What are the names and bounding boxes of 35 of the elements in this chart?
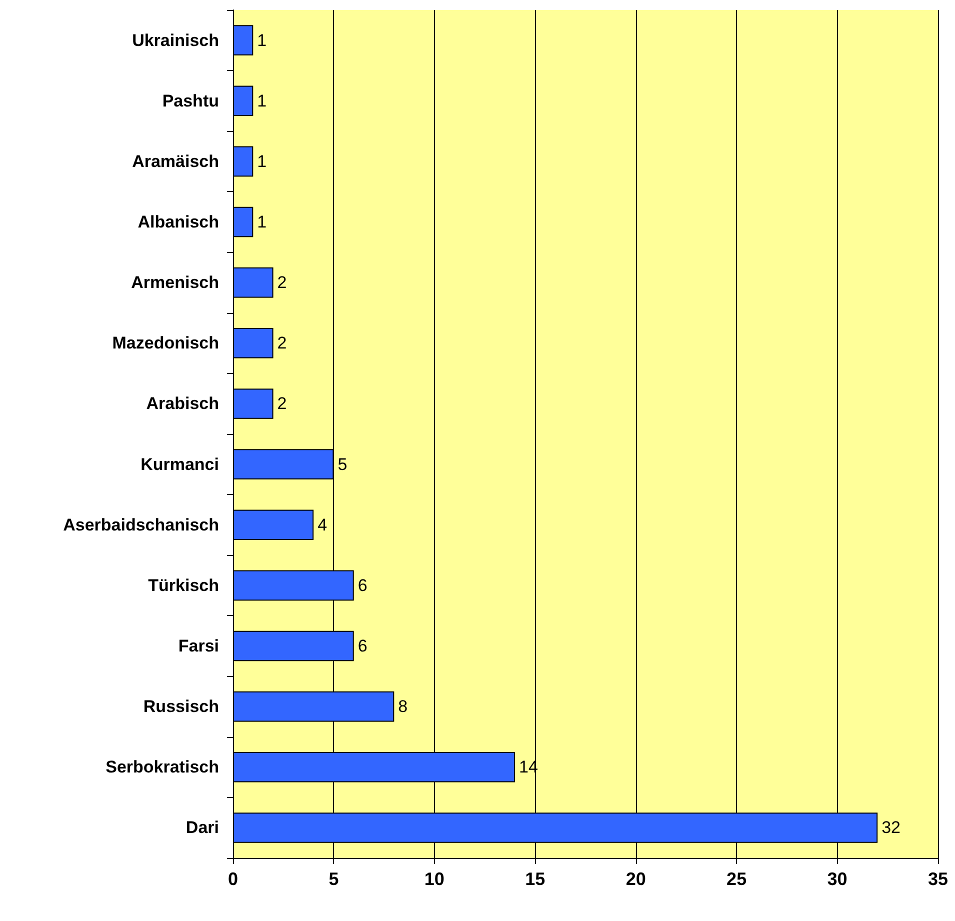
x-tick-label: 30 — [827, 869, 848, 889]
y-tick-label: Dari — [186, 818, 219, 838]
data-label: 1 — [257, 91, 267, 110]
data-label: 1 — [257, 212, 267, 232]
y-tick-label: Aserbaidschanisch — [63, 515, 219, 534]
data-label: 1 — [257, 30, 267, 50]
y-tick-label: Pashtu — [162, 91, 219, 110]
data-label: 4 — [318, 515, 328, 534]
data-label: 2 — [277, 334, 287, 353]
x-tick-label: 35 — [928, 869, 948, 889]
y-tick-label: Türkisch — [148, 576, 219, 595]
y-tick-label: Kurmanci — [140, 454, 219, 474]
data-label: 6 — [358, 576, 368, 595]
y-tick-label: Arabisch — [146, 394, 219, 414]
data-label: 2 — [277, 394, 287, 414]
y-tick-label: Ukrainisch — [132, 30, 219, 50]
x-tick-label: 5 — [328, 869, 339, 889]
y-tick-label: Albanisch — [138, 212, 219, 232]
data-label: 32 — [882, 818, 900, 838]
y-tick-label: Armenisch — [131, 273, 219, 292]
x-tick-label: 15 — [525, 869, 546, 889]
y-tick-label: Russisch — [143, 697, 219, 716]
data-label: 1 — [257, 152, 267, 171]
data-label: 5 — [338, 454, 348, 474]
data-label: 2 — [277, 273, 287, 292]
data-label: 6 — [358, 636, 368, 656]
y-tick-label: Mazedonisch — [112, 334, 219, 353]
y-tick-label: Farsi — [178, 636, 219, 656]
y-tick-label: Serbokratisch — [106, 758, 219, 777]
y-tick-label: Aramäisch — [132, 152, 219, 171]
x-tick-label: 0 — [228, 869, 238, 889]
x-tick-label: 25 — [726, 869, 747, 889]
x-tick-label: 10 — [424, 869, 444, 889]
data-label: 8 — [398, 697, 408, 716]
x-tick-label: 20 — [626, 869, 646, 889]
